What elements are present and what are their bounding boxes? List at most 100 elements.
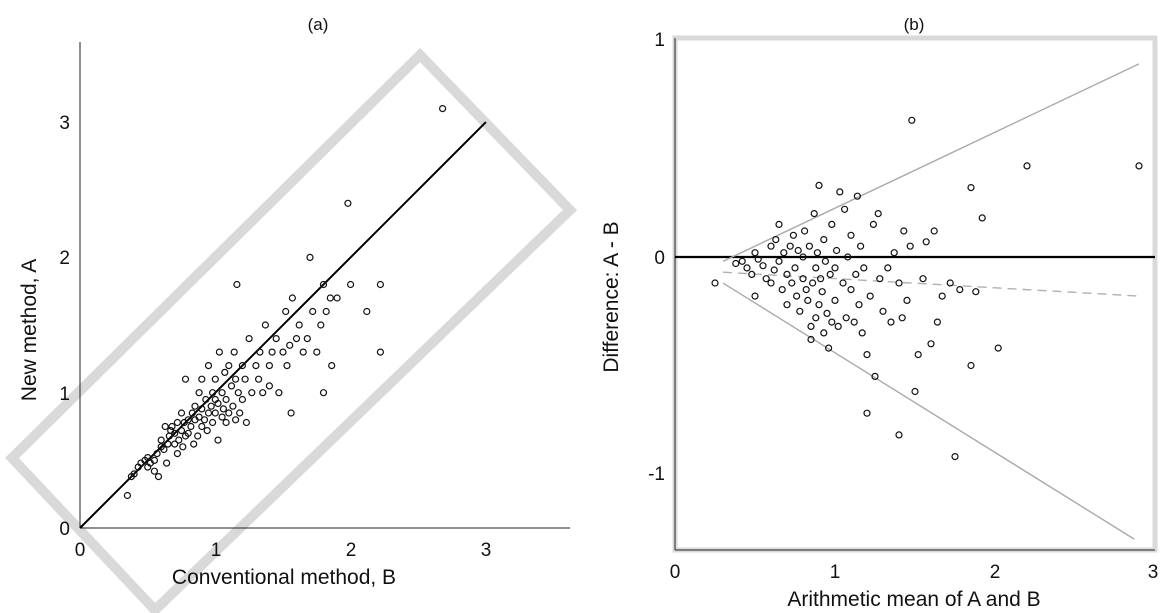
- data-point-b: [783, 301, 791, 309]
- data-point-a: [319, 280, 328, 289]
- data-point-a: [188, 409, 196, 417]
- y-tick-a-1: 1: [59, 384, 70, 405]
- data-point-b: [911, 387, 919, 396]
- data-point-b: [938, 292, 946, 300]
- data-point-b: [767, 242, 775, 250]
- data-point-b: [847, 286, 855, 294]
- data-point-b: [853, 192, 862, 200]
- data-point-a: [286, 341, 294, 349]
- data-point-b: [815, 181, 823, 189]
- data-point-a: [202, 395, 210, 404]
- data-point-a: [319, 389, 328, 397]
- x-axis-title-a: Conventional method, B: [172, 566, 396, 589]
- data-point-b: [770, 266, 778, 274]
- data-point-a: [184, 416, 192, 424]
- data-point-b: [895, 431, 903, 439]
- data-point-b: [850, 318, 858, 326]
- data-point-b: [791, 264, 799, 272]
- data-point-b: [871, 372, 879, 380]
- data-point-b: [863, 409, 871, 417]
- data-point-b: [751, 292, 759, 300]
- y-tick-b-0: 0: [654, 248, 665, 269]
- data-point-b: [800, 227, 809, 235]
- data-point-b: [792, 292, 801, 300]
- data-point-b: [858, 329, 866, 337]
- data-point-a: [299, 348, 307, 356]
- data-point-b: [807, 335, 815, 344]
- data-point-b: [805, 242, 814, 250]
- data-point-b: [831, 296, 839, 304]
- data-point-b: [839, 279, 847, 287]
- data-point-a: [232, 416, 240, 424]
- x-tick-a-2: 2: [346, 540, 357, 561]
- data-point-b: [789, 231, 798, 239]
- data-point-a: [317, 321, 325, 329]
- data-point-a: [171, 440, 179, 448]
- data-point-b: [967, 184, 975, 192]
- data-point-a: [177, 427, 186, 435]
- data-point-a: [195, 389, 203, 397]
- y-tick-a-0: 0: [59, 519, 70, 540]
- data-point-a: [153, 450, 161, 458]
- data-point-b: [751, 249, 759, 257]
- data-point-a: [198, 405, 206, 413]
- data-point-a: [194, 432, 202, 440]
- data-point-a: [309, 307, 317, 316]
- data-point-b: [956, 286, 964, 294]
- plot-frame-b: [672, 35, 1158, 553]
- data-point-b: [799, 275, 807, 283]
- data-point-a: [198, 375, 206, 383]
- data-point-a: [288, 294, 296, 302]
- data-point-b: [898, 314, 906, 322]
- data-point-a: [221, 368, 229, 376]
- y-axis-title-b: Difference: A - B: [600, 221, 623, 372]
- data-point-b: [831, 264, 839, 272]
- data-point-b: [834, 322, 842, 330]
- data-point-a: [242, 418, 250, 427]
- upper-limit-line: [722, 63, 1140, 262]
- data-point-a: [283, 362, 291, 370]
- data-point-a: [184, 429, 192, 437]
- x-tick-a-3: 3: [481, 540, 492, 561]
- data-point-a: [363, 307, 371, 316]
- data-point-a: [161, 422, 169, 431]
- data-point-a: [261, 321, 269, 329]
- data-point-a: [233, 280, 241, 289]
- data-point-b: [810, 210, 818, 218]
- data-point-b: [828, 318, 836, 326]
- data-point-a: [255, 375, 263, 383]
- data-point-b: [860, 264, 868, 272]
- data-point-a: [268, 348, 276, 356]
- data-point-b: [847, 231, 855, 239]
- y-tick-a-3: 3: [59, 113, 70, 134]
- data-point-b: [930, 227, 938, 235]
- x-tick-a-0: 0: [75, 540, 86, 561]
- regression-line: [722, 271, 1140, 297]
- data-point-a: [171, 429, 179, 437]
- data-point-a: [248, 389, 256, 397]
- panel-title-a: (a): [308, 15, 329, 34]
- data-point-a: [209, 389, 217, 397]
- data-point-b: [767, 279, 775, 287]
- x-tick-a-1: 1: [211, 540, 222, 561]
- data-point-b: [775, 220, 783, 228]
- data-point-a: [225, 362, 233, 370]
- data-point-a: [259, 389, 267, 397]
- data-point-b: [914, 351, 922, 359]
- data-point-a: [164, 440, 172, 448]
- data-point-b: [884, 264, 892, 272]
- data-point-a: [376, 280, 384, 289]
- data-point-b: [946, 279, 954, 287]
- data-point-b: [922, 238, 930, 246]
- data-point-b: [786, 242, 794, 250]
- data-point-a: [265, 362, 273, 370]
- data-point-b: [828, 220, 836, 228]
- data-point-b: [844, 253, 852, 261]
- data-point-b: [821, 257, 830, 265]
- x-tick-b-1: 1: [830, 562, 841, 583]
- data-point-a: [200, 416, 209, 424]
- data-point-b: [748, 270, 756, 278]
- data-point-a: [222, 395, 230, 404]
- data-point-b: [743, 264, 751, 272]
- data-point-b: [972, 288, 980, 296]
